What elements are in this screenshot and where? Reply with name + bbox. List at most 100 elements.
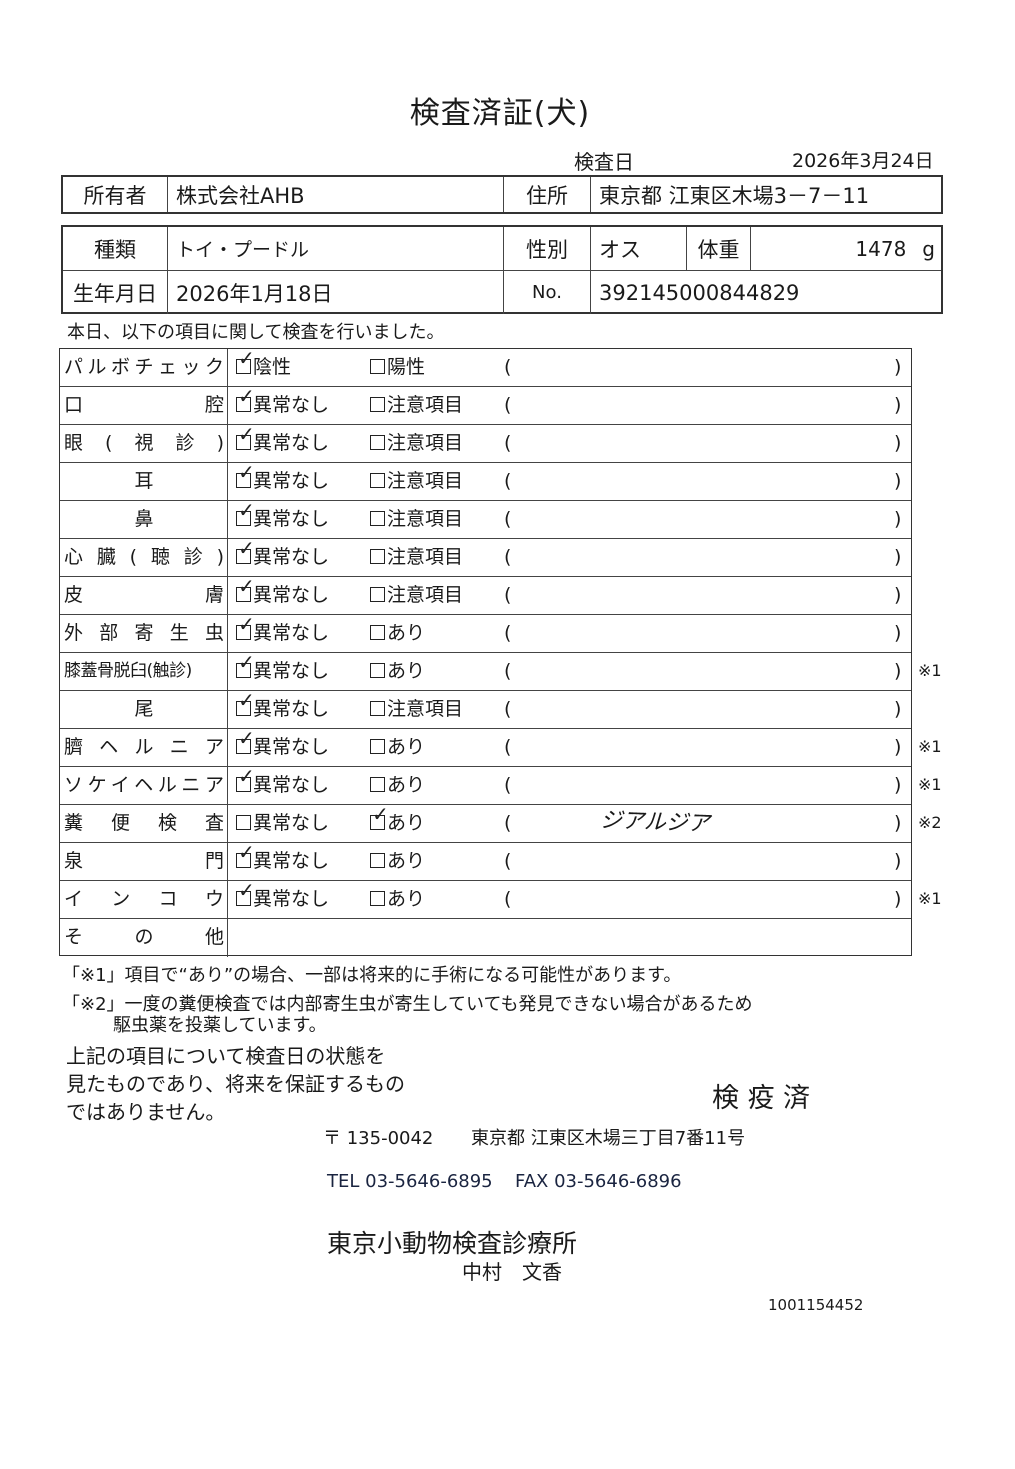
type-label: 種類	[63, 227, 168, 270]
option-label: 注意項目	[387, 546, 464, 568]
checkbox[interactable]	[370, 663, 385, 678]
checkbox[interactable]	[370, 777, 385, 792]
option-1[interactable]: ✓ 異常なし	[236, 386, 330, 423]
option-1[interactable]: ✓ 異常なし	[236, 652, 329, 689]
paren-open: (	[504, 356, 512, 378]
option-2[interactable]: あり	[370, 843, 425, 879]
option-2[interactable]: 注意項目	[370, 501, 463, 537]
checkbox[interactable]: ✓	[236, 880, 255, 906]
checkbox[interactable]	[370, 359, 385, 374]
option-2[interactable]: あり	[370, 729, 425, 765]
quarantine-stamp: 検 疫 済	[712, 1083, 811, 1114]
paren-close: )	[894, 432, 902, 454]
checkbox[interactable]	[370, 625, 385, 640]
option-1[interactable]: ✓ 異常なし	[236, 766, 329, 803]
footnote-2-cont: 駆虫薬を投薬しています。	[113, 1015, 327, 1036]
clinic-postal: 〒 135-0042	[323, 1128, 434, 1149]
checkbox[interactable]: ✓	[236, 386, 255, 412]
address-value: 東京都 江東区木場3－7－11	[599, 183, 870, 208]
checkbox[interactable]	[370, 473, 385, 488]
option-2[interactable]: ✓ あり	[370, 804, 425, 841]
check-mark-icon: ✓	[238, 726, 255, 750]
checkbox[interactable]: ✓	[236, 766, 255, 792]
option-1[interactable]: ✓ 異常なし	[236, 614, 329, 651]
option-1[interactable]: ✓ 異常なし	[236, 880, 329, 917]
paren-close: )	[894, 888, 902, 910]
checkbox[interactable]: ✓	[236, 728, 255, 754]
paren-open: (	[504, 584, 512, 606]
paren-open: (	[504, 622, 512, 644]
checkbox[interactable]	[370, 587, 385, 602]
clinic-fax: FAX 03-5646-6896	[515, 1171, 682, 1192]
exam-item-row: 糞便検査 異常なし ✓ あり () ジアルジア ※2	[60, 804, 942, 843]
option-2[interactable]: 注意項目	[370, 387, 463, 423]
item-label: ソケイヘルニア	[64, 774, 224, 796]
item-label: 鼻	[134, 508, 154, 530]
option-1[interactable]: ✓ 異常なし	[236, 842, 329, 879]
option-label: 異常なし	[253, 508, 330, 530]
item-label: 眼(視診)	[64, 432, 224, 454]
checkbox[interactable]	[370, 435, 385, 450]
checkbox[interactable]	[370, 701, 385, 716]
checkbox[interactable]: ✓	[236, 842, 255, 868]
option-1[interactable]: ✓ 異常なし	[236, 728, 329, 765]
paren-close: )	[894, 622, 902, 644]
option-1[interactable]: ✓ 異常なし	[236, 690, 329, 727]
paren-close: )	[894, 660, 902, 682]
option-1[interactable]: 異常なし	[236, 805, 329, 841]
paren-open: (	[504, 774, 512, 796]
option-1[interactable]: ✓ 異常なし	[236, 500, 330, 537]
option-2[interactable]: 注意項目	[370, 425, 463, 461]
checkbox[interactable]: ✓	[236, 652, 255, 678]
checkbox[interactable]: ✓	[236, 538, 255, 564]
check-mark-icon: ✓	[238, 536, 255, 560]
checkbox[interactable]	[370, 853, 385, 868]
checkbox[interactable]: ✓	[236, 614, 255, 640]
option-1[interactable]: ✓ 陰性	[236, 348, 291, 385]
option-2[interactable]: あり	[370, 767, 425, 803]
checkbox[interactable]	[370, 739, 385, 754]
checkbox[interactable]	[370, 549, 385, 564]
item-label: 心臓(聴診)	[64, 546, 224, 568]
option-1[interactable]: ✓ 異常なし	[236, 576, 329, 613]
option-1[interactable]: ✓ 異常なし	[236, 424, 329, 461]
checkbox[interactable]: ✓	[236, 424, 255, 450]
option-2[interactable]: あり	[370, 615, 425, 651]
option-label: 注意項目	[387, 698, 464, 720]
checkbox[interactable]: ✓	[236, 462, 255, 488]
option-2[interactable]: 注意項目	[370, 577, 463, 613]
paren-open: (	[504, 698, 512, 720]
option-2[interactable]: 注意項目	[370, 463, 463, 499]
checkbox[interactable]: ✓	[370, 804, 389, 830]
weight-unit: g	[922, 236, 935, 261]
paren-close: )	[894, 774, 902, 796]
checkbox[interactable]: ✓	[236, 348, 255, 374]
option-2[interactable]: あり	[370, 881, 425, 917]
option-2[interactable]: あり	[370, 653, 425, 689]
birth-label: 生年月日	[63, 271, 168, 314]
option-1[interactable]: ✓ 異常なし	[236, 462, 329, 499]
option-label: 注意項目	[387, 470, 464, 492]
check-mark-icon: ✓	[238, 460, 255, 484]
checkbox[interactable]: ✓	[236, 690, 255, 716]
checkbox[interactable]	[370, 891, 385, 906]
option-2[interactable]: 注意項目	[370, 539, 463, 575]
paren-close: )	[894, 736, 902, 758]
checkbox[interactable]: ✓	[236, 500, 255, 526]
checkbox[interactable]	[236, 815, 251, 830]
disclaimer: 上記の項目について検査日の状態を 見たものであり、将来を保証するもの ではありま…	[66, 1042, 405, 1126]
option-label: 異常なし	[253, 394, 330, 416]
option-label: 異常なし	[253, 546, 330, 568]
checkbox[interactable]	[370, 511, 385, 526]
option-1[interactable]: ✓ 異常なし	[236, 538, 330, 575]
paren-open: (	[504, 432, 512, 454]
option-2[interactable]: 陽性	[370, 349, 425, 385]
exam-date-label: 検査日	[574, 150, 634, 174]
disclaimer-line: ではありません。	[66, 1100, 226, 1124]
item-label: 外部寄生虫	[64, 622, 224, 644]
checkbox[interactable]: ✓	[236, 576, 255, 602]
checkbox[interactable]	[370, 397, 385, 412]
check-mark-icon: ✓	[238, 764, 255, 788]
option-2[interactable]: 注意項目	[370, 691, 463, 727]
